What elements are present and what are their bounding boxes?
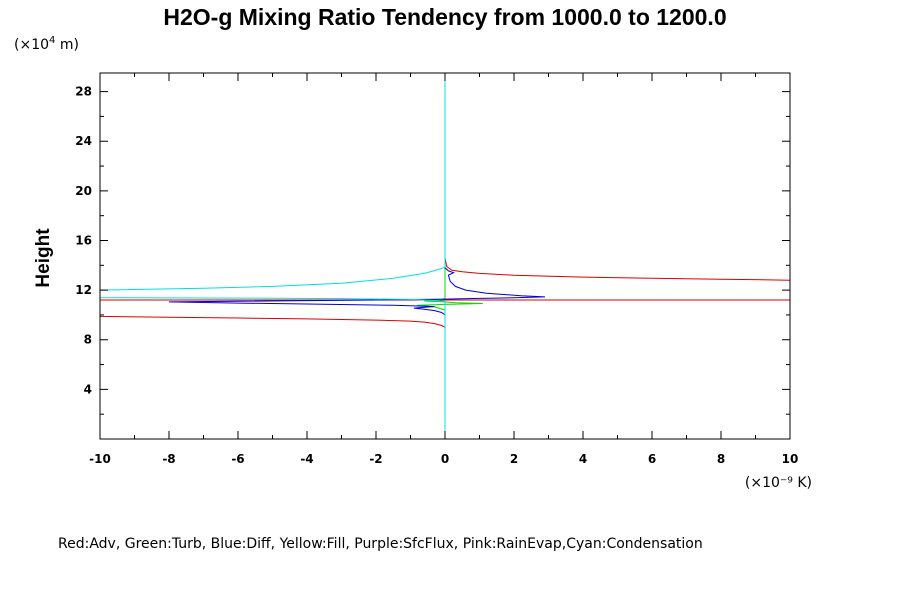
x-tick-label: -8 (162, 452, 175, 466)
y-tick-label: 20 (75, 184, 92, 198)
y-axis-label: Height (33, 228, 54, 288)
y-axis-unit-prefix: (×10 (14, 37, 49, 53)
chart-title: H2O-g Mixing Ratio Tendency from 1000.0 … (163, 4, 726, 30)
y-axis-unit: (×104 m) (14, 35, 79, 53)
x-tick-label: -4 (300, 452, 313, 466)
x-tick-label: 2 (510, 452, 518, 466)
x-tick-label: -6 (231, 452, 244, 466)
series-line-condensation (100, 73, 446, 439)
y-axis-unit-suffix: m) (55, 37, 79, 53)
series-layer (100, 73, 790, 439)
y-tick-label: 16 (75, 233, 92, 247)
x-tick-label: 0 (441, 452, 449, 466)
series-line-adv (100, 73, 790, 439)
legend-text: Red:Adv, Green:Turb, Blue:Diff, Yellow:F… (58, 536, 703, 552)
x-tick-label: 10 (782, 452, 799, 466)
x-tick-label: 4 (579, 452, 587, 466)
x-tick-label: 6 (648, 452, 656, 466)
y-tick-label: 28 (75, 85, 92, 99)
y-tick-label: 24 (75, 134, 92, 148)
y-tick-label: 4 (84, 382, 92, 396)
x-tick-label: 8 (717, 452, 725, 466)
y-tick-label: 8 (84, 333, 92, 347)
x-tick-label: -2 (369, 452, 382, 466)
plot-frame (99, 72, 791, 440)
x-axis-unit: (×10⁻⁹ K) (745, 475, 812, 491)
x-tick-label: -10 (89, 452, 111, 466)
y-axis-unit-exponent: 4 (49, 35, 55, 46)
y-tick-label: 12 (75, 283, 92, 297)
series-line-diff (168, 73, 546, 439)
